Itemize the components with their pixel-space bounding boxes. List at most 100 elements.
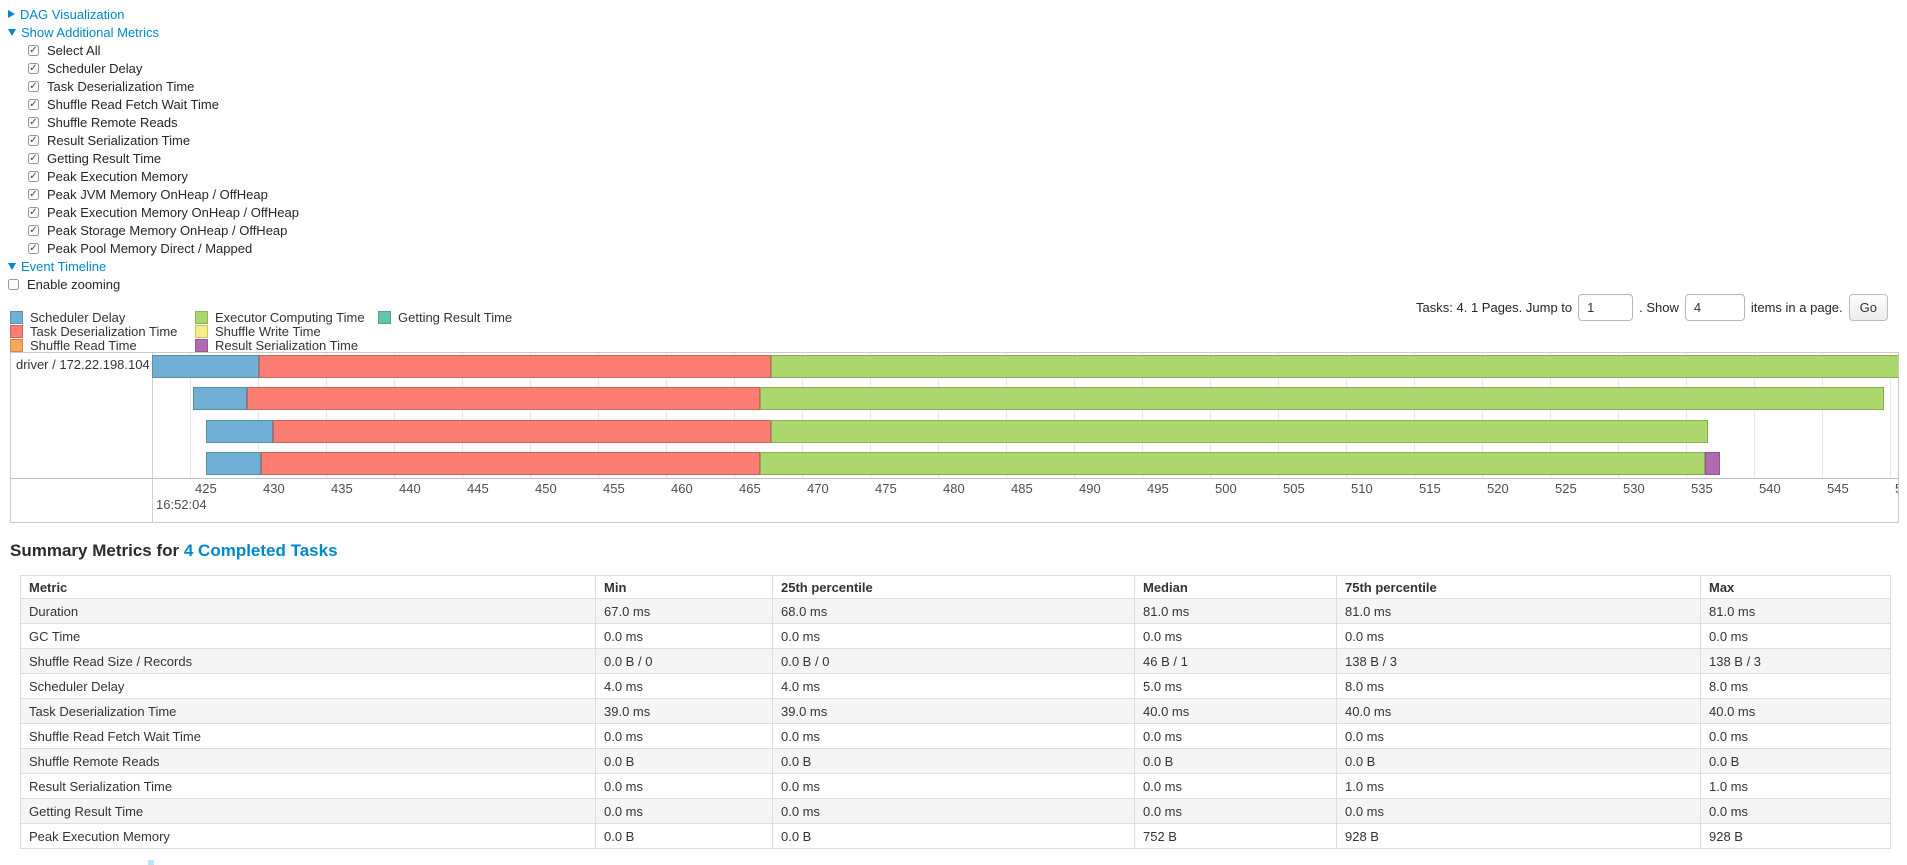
table-header-cell: 75th percentile <box>1336 575 1701 599</box>
metric-value-cell: 40.0 ms <box>1336 698 1701 724</box>
metric-value-cell: 0.0 ms <box>772 798 1135 824</box>
timeline-bar-task-deserialization[interactable] <box>259 355 771 378</box>
metric-value-cell: 40.0 ms <box>1700 698 1891 724</box>
timeline-bar-result-serialization[interactable] <box>1705 452 1720 475</box>
metric-checkbox[interactable]: ✓ <box>28 206 39 218</box>
metric-checkbox[interactable]: ✓ <box>28 80 39 92</box>
dag-visualization-link[interactable]: DAG Visualization <box>20 6 125 22</box>
gridline <box>1278 353 1279 478</box>
metric-checkbox[interactable]: ✓ <box>28 188 39 200</box>
metric-checkbox-row: ✓ Task Deserialization Time <box>8 77 299 95</box>
enable-zooming-row: Enable zooming <box>8 275 299 293</box>
metric-checkbox[interactable]: ✓ <box>28 134 39 146</box>
table-row: Shuffle Read Size / Records 0.0 B / 0 0.0 … <box>20 648 1891 674</box>
metric-value-cell: 1.0 ms <box>1336 773 1701 799</box>
gridline <box>1006 353 1007 478</box>
metric-value-cell: 4.0 ms <box>772 673 1135 699</box>
summary-heading-text: Summary Metrics for <box>10 541 180 560</box>
show-additional-metrics-toggle[interactable]: Show Additional Metrics <box>8 23 299 41</box>
tick-label: 505 <box>1283 481 1305 496</box>
gridline <box>1686 353 1687 478</box>
metric-value-cell: 8.0 ms <box>1700 673 1891 699</box>
gridline <box>870 353 871 478</box>
metric-value-cell: 67.0 ms <box>595 598 773 624</box>
timeline-bar-executor-computing[interactable] <box>770 420 1708 443</box>
event-timeline-link[interactable]: Event Timeline <box>21 258 107 274</box>
metric-checkbox[interactable]: ✓ <box>28 242 39 254</box>
executor-group-label: driver / 172.22.198.104 <box>16 357 150 372</box>
metric-checkbox[interactable]: ✓ <box>28 170 39 182</box>
metric-value-cell: 0.0 ms <box>772 623 1135 649</box>
metric-name-cell: Shuffle Remote Reads <box>20 748 596 774</box>
metric-value-cell: 0.0 B <box>1336 748 1701 774</box>
dag-visualization-toggle[interactable]: DAG Visualization <box>8 5 299 23</box>
table-header-row: Metric Min 25th percentile Median 75th perce… <box>20 575 1891 599</box>
metric-value-cell: 4.0 ms <box>595 673 773 699</box>
metric-checkbox-row: ✓ Shuffle Read Fetch Wait Time <box>8 95 299 113</box>
metric-value-cell: 0.0 ms <box>595 623 773 649</box>
metric-checkbox[interactable]: ✓ <box>28 152 39 164</box>
timeline-bar-executor-computing[interactable] <box>759 387 1885 410</box>
timeline-bar-scheduler-delay[interactable] <box>206 420 273 443</box>
metric-checkbox-label: Task Deserialization Time <box>47 78 195 94</box>
gridline <box>1550 353 1551 478</box>
metric-checkbox-list: ✓ Select All ✓ Scheduler Delay ✓ Task Deseria… <box>8 41 299 257</box>
metric-checkbox[interactable]: ✓ <box>28 44 39 56</box>
metric-checkbox-label: Shuffle Remote Reads <box>47 114 178 130</box>
table-row: Peak Execution Memory 0.0 B 0.0 B 752 B 928 … <box>20 823 1891 849</box>
items-per-page-input[interactable] <box>1684 294 1745 321</box>
gridline <box>598 353 599 478</box>
legend-swatch-result-serialization <box>195 338 208 352</box>
table-header-cell: 25th percentile <box>772 575 1135 599</box>
metric-checkbox[interactable]: ✓ <box>28 62 39 74</box>
pagination-mid-text: . Show <box>1639 300 1679 315</box>
metric-checkbox-row: ✓ Shuffle Remote Reads <box>8 113 299 131</box>
metric-checkbox-label: Peak Pool Memory Direct / Mapped <box>47 240 253 256</box>
stage-controls: DAG Visualization Show Additional Metric… <box>8 5 299 293</box>
metric-value-cell: 5.0 ms <box>1134 673 1337 699</box>
metric-name-cell: Task Deserialization Time <box>20 698 596 724</box>
timeline-bar-task-deserialization[interactable] <box>260 452 760 475</box>
enable-zooming-label: Enable zooming <box>27 276 121 292</box>
metric-checkbox[interactable]: ✓ <box>28 224 39 236</box>
legend-label: Shuffle Read Time <box>30 337 137 353</box>
event-timeline-toggle[interactable]: Event Timeline <box>8 257 299 275</box>
timeline-bar-scheduler-delay[interactable] <box>192 387 248 410</box>
show-additional-metrics-link[interactable]: Show Additional Metrics <box>21 24 160 40</box>
go-button[interactable]: Go <box>1848 294 1888 321</box>
tick-label: 545 <box>1827 481 1849 496</box>
tick-label: 530 <box>1623 481 1645 496</box>
gridline <box>1822 353 1823 478</box>
metric-value-cell: 8.0 ms <box>1336 673 1701 699</box>
gridline <box>1618 353 1619 478</box>
jump-to-page-input[interactable] <box>1578 294 1634 321</box>
metric-value-cell: 0.0 B <box>595 823 773 849</box>
legend-label: Task Deserialization Time <box>30 323 178 339</box>
timeline-bar-task-deserialization[interactable] <box>247 387 760 410</box>
timeline-legend: Scheduler Delay Task Deserialization Time… <box>10 310 512 353</box>
metric-checkbox[interactable]: ✓ <box>28 116 39 128</box>
metric-checkbox-label: Result Serialization Time <box>47 132 191 148</box>
task-pagination: Tasks: 4. 1 Pages. Jump to . Show items … <box>1416 294 1888 321</box>
table-header-cell: Min <box>595 575 773 599</box>
timeline-bar-scheduler-delay[interactable] <box>151 355 260 378</box>
timeline-bar-scheduler-delay[interactable] <box>206 452 261 475</box>
tick-label: 445 <box>467 481 489 496</box>
group-separator-line <box>152 353 153 522</box>
timeline-bar-executor-computing[interactable] <box>770 355 1898 378</box>
timeline-axis-line <box>11 478 1898 479</box>
metric-value-cell: 0.0 ms <box>1134 798 1337 824</box>
metric-checkbox[interactable]: ✓ <box>28 98 39 110</box>
gridline <box>1210 353 1211 478</box>
metric-name-cell: Peak Execution Memory <box>20 823 596 849</box>
completed-tasks-link[interactable]: 4 Completed Tasks <box>183 541 338 560</box>
timeline-bar-executor-computing[interactable] <box>759 452 1705 475</box>
metric-checkbox-label: Shuffle Read Fetch Wait Time <box>47 96 219 112</box>
timeline-bar-task-deserialization[interactable] <box>273 420 771 443</box>
metric-value-cell: 39.0 ms <box>772 698 1135 724</box>
metric-name-cell: Scheduler Delay <box>20 673 596 699</box>
table-row: GC Time 0.0 ms 0.0 ms 0.0 ms 0.0 ms 0.0 ms <box>20 623 1891 649</box>
summary-metrics-heading: Summary Metrics for 4 Completed Tasks <box>10 541 338 561</box>
table-header-cell: Median <box>1134 575 1337 599</box>
enable-zooming-checkbox[interactable] <box>8 278 19 290</box>
